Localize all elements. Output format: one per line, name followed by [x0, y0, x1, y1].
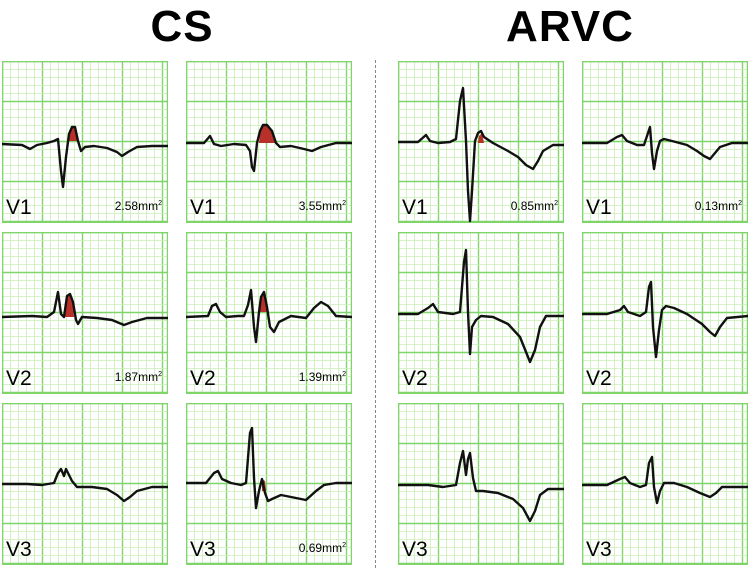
ecg-panel: V3 0.69mm2 — [186, 403, 352, 565]
ecg-panel: V1 0.13mm2 — [582, 61, 748, 223]
ecg-trace-arvc-v3-b — [582, 403, 748, 565]
ecg-trace-cs-v3-b — [186, 403, 352, 565]
lead-label: V1 — [586, 196, 612, 219]
area-label: 1.39mm2 — [298, 370, 346, 384]
ecg-panel: V1 3.55mm2 — [186, 61, 352, 223]
lead-label: V1 — [6, 196, 32, 219]
ecg-trace-cs-v2-a — [2, 232, 168, 394]
ecg-grid-border — [186, 232, 352, 394]
ecg-panel: V3 — [582, 403, 748, 565]
area-label: 2.58mm2 — [114, 199, 162, 213]
ecg-waveform — [398, 86, 564, 223]
ecg-waveform — [2, 290, 168, 327]
ecg-panel: V3 — [2, 403, 168, 565]
ecg-waveform — [186, 123, 352, 173]
ecg-grid-border — [2, 61, 168, 223]
lead-label: V2 — [586, 367, 612, 390]
lead-label: V2 — [190, 367, 216, 390]
ecg-trace-cs-v3-a — [2, 403, 168, 565]
ecg-trace-cs-v1-a — [2, 61, 168, 223]
ecg-panel: V2 1.87mm2 — [2, 232, 168, 394]
ecg-panel: V2 1.39mm2 — [186, 232, 352, 394]
area-label: 0.85mm2 — [510, 199, 558, 213]
ecg-panel: V2 — [398, 232, 564, 394]
lead-label: V2 — [402, 367, 428, 390]
group-title-arvc: ARVC — [506, 2, 634, 51]
ecg-trace-arvc-v2-b — [582, 232, 748, 394]
lead-label: V3 — [402, 538, 428, 561]
ecg-panel: V1 0.85mm2 — [398, 61, 564, 223]
ecg-trace-cs-v1-b — [186, 61, 352, 223]
area-label: 0.69mm2 — [298, 541, 346, 555]
ecg-trace-cs-v2-b — [186, 232, 352, 394]
area-label: 1.87mm2 — [114, 370, 162, 384]
ecg-grid — [2, 232, 168, 394]
area-label: 0.13mm2 — [694, 199, 742, 213]
ecg-waveform — [398, 449, 564, 523]
ecg-panel: V2 — [582, 232, 748, 394]
ecg-waveform — [582, 280, 748, 359]
ecg-panel: V3 — [398, 403, 564, 565]
ecg-grid-border — [2, 232, 168, 394]
group-title-cs: CS — [150, 2, 214, 51]
fragmented-area-highlight — [259, 125, 276, 143]
ecg-waveform — [582, 455, 748, 505]
ecg-waveform — [186, 426, 352, 510]
lead-label: V1 — [190, 196, 216, 219]
lead-label: V3 — [6, 538, 32, 561]
ecg-trace-arvc-v1-a — [398, 61, 564, 223]
lead-label: V3 — [586, 538, 612, 561]
ecg-waveform — [398, 248, 564, 364]
lead-label: V1 — [402, 196, 428, 219]
lead-label: V3 — [190, 538, 216, 561]
ecg-trace-arvc-v2-a — [398, 232, 564, 394]
ecg-waveform — [2, 125, 168, 189]
ecg-waveform — [186, 288, 352, 344]
ecg-trace-arvc-v1-b — [582, 61, 748, 223]
lead-label: V2 — [6, 367, 32, 390]
ecg-waveform — [2, 467, 168, 503]
ecg-trace-arvc-v3-a — [398, 403, 564, 565]
ecg-waveform — [582, 125, 748, 171]
group-divider — [375, 60, 376, 568]
ecg-panel: V1 2.58mm2 — [2, 61, 168, 223]
area-label: 3.55mm2 — [298, 199, 346, 213]
